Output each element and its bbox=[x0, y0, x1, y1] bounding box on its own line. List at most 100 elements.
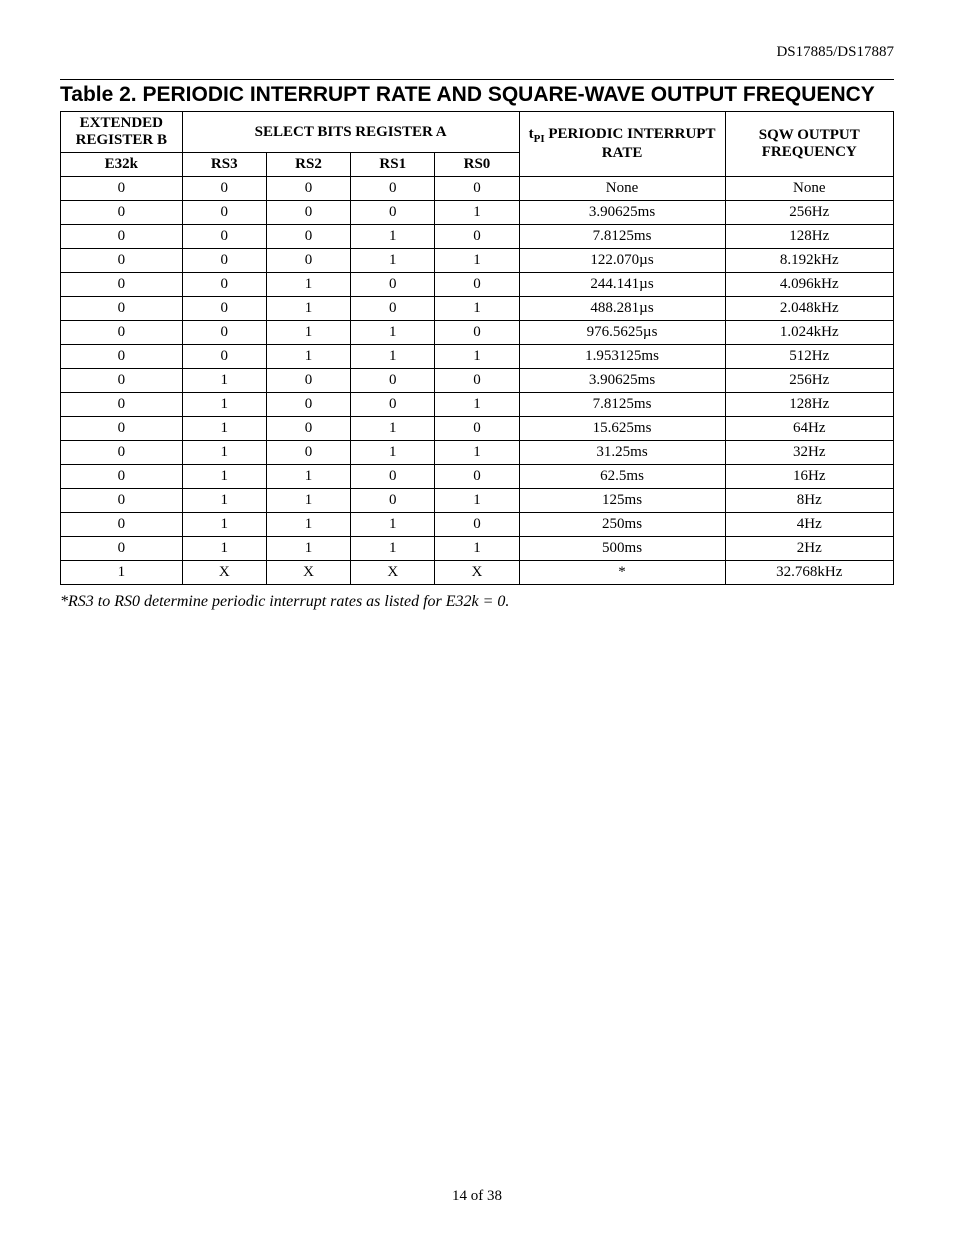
table-row: 000107.8125ms128Hz bbox=[61, 225, 894, 249]
cell-rs0: 1 bbox=[435, 537, 519, 561]
table-row: 0101131.25ms32Hz bbox=[61, 441, 894, 465]
cell-rs3: 1 bbox=[182, 369, 266, 393]
cell-rs2: 0 bbox=[266, 441, 350, 465]
cell-rs0: 1 bbox=[435, 297, 519, 321]
cell-e32k: 0 bbox=[61, 393, 183, 417]
table-title: Table 2. PERIODIC INTERRUPT RATE AND SQU… bbox=[60, 82, 894, 107]
cell-rs3: 1 bbox=[182, 537, 266, 561]
cell-rs0: 0 bbox=[435, 321, 519, 345]
cell-e32k: 0 bbox=[61, 369, 183, 393]
cell-rate: 976.5625µs bbox=[519, 321, 725, 345]
cell-e32k: 0 bbox=[61, 297, 183, 321]
cell-rate: 250ms bbox=[519, 513, 725, 537]
cell-rs1: 1 bbox=[351, 321, 435, 345]
cell-e32k: 0 bbox=[61, 345, 183, 369]
cell-rs1: X bbox=[351, 561, 435, 585]
cell-rate: 3.90625ms bbox=[519, 201, 725, 225]
cell-e32k: 0 bbox=[61, 177, 183, 201]
cell-rs3: 0 bbox=[182, 321, 266, 345]
table-row: 00011122.070µs8.192kHz bbox=[61, 249, 894, 273]
cell-rs3: 0 bbox=[182, 201, 266, 225]
cell-rate: 62.5ms bbox=[519, 465, 725, 489]
cell-rs2: 0 bbox=[266, 417, 350, 441]
cell-rs0: 1 bbox=[435, 489, 519, 513]
cell-e32k: 0 bbox=[61, 417, 183, 441]
table-row: 000013.90625ms256Hz bbox=[61, 201, 894, 225]
cell-rs1: 0 bbox=[351, 369, 435, 393]
cell-rs1: 1 bbox=[351, 345, 435, 369]
cell-rs1: 1 bbox=[351, 441, 435, 465]
cell-freq: 4.096kHz bbox=[725, 273, 894, 297]
page-number: 14 of 38 bbox=[0, 1188, 954, 1205]
cell-rate: 500ms bbox=[519, 537, 725, 561]
cell-e32k: 0 bbox=[61, 489, 183, 513]
cell-rs3: 1 bbox=[182, 417, 266, 441]
cell-rs3: 1 bbox=[182, 513, 266, 537]
cell-rs2: 1 bbox=[266, 273, 350, 297]
header-periodic-sub: PI bbox=[534, 133, 545, 145]
cell-rs3: 0 bbox=[182, 177, 266, 201]
cell-rs3: 0 bbox=[182, 297, 266, 321]
cell-e32k: 0 bbox=[61, 321, 183, 345]
cell-freq: 256Hz bbox=[725, 201, 894, 225]
cell-rs0: 0 bbox=[435, 225, 519, 249]
cell-rs1: 0 bbox=[351, 297, 435, 321]
cell-e32k: 0 bbox=[61, 273, 183, 297]
cell-rs0: X bbox=[435, 561, 519, 585]
header-periodic-suffix: PERIODIC INTERRUPT RATE bbox=[545, 126, 716, 161]
cell-rs0: 1 bbox=[435, 201, 519, 225]
document-id: DS17885/DS17887 bbox=[60, 44, 894, 61]
cell-rs1: 1 bbox=[351, 225, 435, 249]
cell-e32k: 0 bbox=[61, 225, 183, 249]
cell-rs0: 0 bbox=[435, 465, 519, 489]
cell-rs1: 1 bbox=[351, 537, 435, 561]
table-row: 001111.953125ms512Hz bbox=[61, 345, 894, 369]
cell-rs1: 0 bbox=[351, 201, 435, 225]
cell-e32k: 0 bbox=[61, 513, 183, 537]
table-row: 0101015.625ms64Hz bbox=[61, 417, 894, 441]
cell-rs3: 1 bbox=[182, 465, 266, 489]
header-periodic-rate: tPI PERIODIC INTERRUPT RATE bbox=[519, 112, 725, 177]
table-footnote: *RS3 to RS0 determine periodic interrupt… bbox=[60, 593, 894, 611]
cell-rs3: 1 bbox=[182, 489, 266, 513]
cell-rs1: 0 bbox=[351, 489, 435, 513]
cell-rate: * bbox=[519, 561, 725, 585]
header-rule bbox=[60, 79, 894, 80]
table-body: 00000NoneNone000013.90625ms256Hz000107.8… bbox=[61, 177, 894, 585]
cell-rs3: 1 bbox=[182, 441, 266, 465]
cell-e32k: 0 bbox=[61, 465, 183, 489]
cell-rs2: 0 bbox=[266, 249, 350, 273]
cell-rs3: 0 bbox=[182, 273, 266, 297]
cell-rs1: 1 bbox=[351, 513, 435, 537]
table-row: 0110062.5ms16Hz bbox=[61, 465, 894, 489]
cell-freq: 8Hz bbox=[725, 489, 894, 513]
cell-rs2: 1 bbox=[266, 537, 350, 561]
cell-rs0: 0 bbox=[435, 369, 519, 393]
cell-rs3: 0 bbox=[182, 345, 266, 369]
cell-rs2: 1 bbox=[266, 465, 350, 489]
cell-rs1: 0 bbox=[351, 273, 435, 297]
table-row: 010003.90625ms256Hz bbox=[61, 369, 894, 393]
cell-e32k: 1 bbox=[61, 561, 183, 585]
cell-rs3: 0 bbox=[182, 249, 266, 273]
header-rs0: RS0 bbox=[435, 153, 519, 177]
cell-freq: 64Hz bbox=[725, 417, 894, 441]
cell-freq: 128Hz bbox=[725, 393, 894, 417]
header-rs1: RS1 bbox=[351, 153, 435, 177]
cell-rs2: 1 bbox=[266, 345, 350, 369]
cell-freq: 32.768kHz bbox=[725, 561, 894, 585]
cell-rs0: 1 bbox=[435, 249, 519, 273]
table-row: 00101488.281µs2.048kHz bbox=[61, 297, 894, 321]
cell-freq: 8.192kHz bbox=[725, 249, 894, 273]
cell-rs2: 0 bbox=[266, 393, 350, 417]
cell-rs2: 1 bbox=[266, 297, 350, 321]
cell-rs1: 1 bbox=[351, 417, 435, 441]
cell-rs1: 0 bbox=[351, 177, 435, 201]
cell-rs0: 1 bbox=[435, 441, 519, 465]
cell-freq: 32Hz bbox=[725, 441, 894, 465]
table-row: 010017.8125ms128Hz bbox=[61, 393, 894, 417]
header-rs2: RS2 bbox=[266, 153, 350, 177]
header-ext-reg-b: EXTENDED REGISTER B bbox=[61, 112, 183, 153]
interrupt-rate-table: EXTENDED REGISTER B SELECT BITS REGISTER… bbox=[60, 111, 894, 585]
cell-rs2: 1 bbox=[266, 489, 350, 513]
